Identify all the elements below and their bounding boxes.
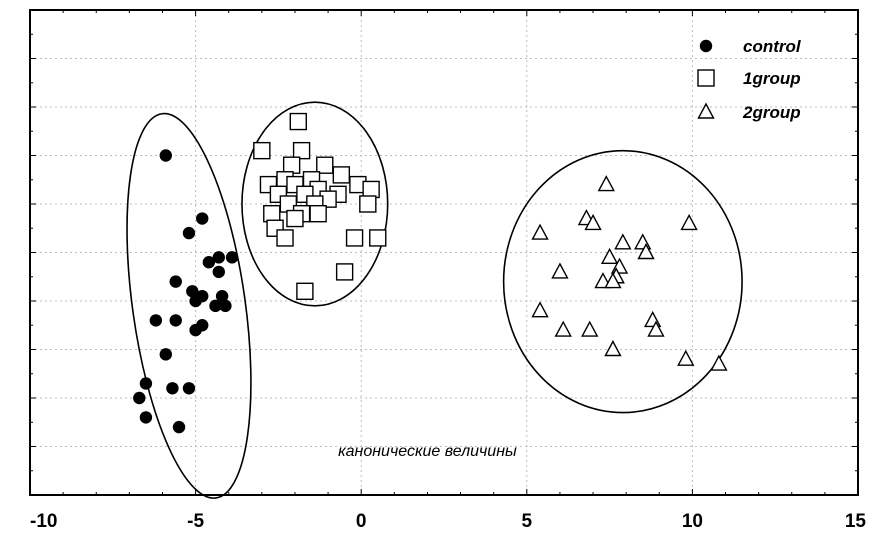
data-point-2group [604, 272, 622, 289]
legend-marker-control [699, 39, 713, 53]
data-point-2group [604, 340, 622, 357]
data-point-control [215, 289, 229, 303]
x-tick-label: 5 [522, 511, 533, 532]
data-point-2group [531, 223, 549, 240]
data-point-2group [614, 233, 632, 250]
data-point-2group [597, 175, 615, 192]
x-tick-label: 15 [845, 511, 867, 532]
data-point-control [133, 391, 146, 405]
data-point-control [209, 299, 222, 313]
data-point-control [189, 323, 202, 337]
data-point-control [172, 420, 186, 434]
legend-label: 1group [743, 69, 801, 88]
data-point-1group [286, 209, 304, 228]
legend-label: 2group [742, 103, 801, 122]
data-point-1group [335, 263, 354, 281]
data-point-control [189, 294, 202, 308]
data-point-control [212, 265, 225, 279]
series-2group [531, 175, 728, 371]
data-point-1group [292, 141, 311, 160]
series-1group [253, 112, 387, 300]
confidence-ellipse-1group [241, 101, 389, 307]
data-point-2group [584, 213, 602, 231]
data-point-1group [289, 112, 307, 131]
data-point-control [169, 314, 182, 327]
data-point-1group [316, 156, 334, 174]
x-tick-label: -5 [187, 511, 204, 532]
data-point-1group [253, 141, 271, 160]
grid-layer [30, 10, 858, 495]
data-point-1group [345, 229, 364, 247]
point-layer [133, 112, 728, 434]
x-tick-label: 10 [682, 511, 703, 532]
data-point-2group [551, 262, 569, 279]
data-point-control [182, 226, 196, 240]
data-point-2group [680, 213, 698, 231]
data-point-1group [359, 195, 377, 213]
legend-item-2group: 2group [697, 102, 801, 122]
data-point-2group [554, 320, 572, 337]
data-point-2group [710, 354, 728, 371]
data-point-control [139, 377, 153, 390]
data-point-control [139, 411, 153, 424]
data-point-control [159, 149, 172, 162]
plot-frame [29, 9, 859, 496]
legend-label: control [743, 37, 802, 56]
data-point-control [149, 314, 163, 327]
series-control [133, 149, 239, 434]
data-point-1group [362, 180, 380, 199]
legend-marker-1group [697, 69, 715, 87]
data-point-control [202, 256, 216, 269]
data-point-control [212, 251, 225, 264]
legend: control 1group 2group [697, 37, 802, 122]
x-tick-label: -10 [30, 511, 57, 532]
data-point-2group [637, 243, 655, 260]
legend-item-control: control [699, 37, 802, 56]
data-point-control [169, 275, 182, 288]
x-axis-label: канонические величины [338, 443, 517, 460]
data-point-1group [263, 204, 281, 223]
data-point-control [182, 382, 196, 395]
confidence-ellipse-2group [502, 149, 743, 414]
confidence-ellipse-control [126, 112, 252, 499]
data-point-control [219, 299, 232, 313]
data-point-2group [600, 247, 619, 265]
data-point-1group [276, 229, 294, 247]
data-point-2group [531, 301, 549, 318]
x-tick-labels: -10 -5 0 5 10 15 [30, 511, 866, 532]
data-point-control [225, 251, 239, 264]
data-point-1group [296, 282, 314, 300]
data-point-2group [581, 320, 599, 337]
data-point-2group [647, 320, 665, 337]
legend-marker-2group [697, 102, 715, 119]
tick-layer [29, 9, 859, 496]
data-point-control [166, 382, 179, 395]
x-tick-label: 0 [356, 511, 367, 532]
ellipse-layer [126, 101, 743, 499]
data-point-control [196, 212, 209, 225]
data-point-2group [677, 349, 695, 366]
data-point-control [186, 285, 199, 298]
data-point-1group [309, 204, 327, 223]
legend-item-1group: 1group [697, 69, 801, 88]
data-point-control [159, 348, 172, 361]
data-point-1group [282, 156, 301, 174]
data-point-1group [332, 166, 351, 184]
data-point-1group [369, 229, 387, 247]
